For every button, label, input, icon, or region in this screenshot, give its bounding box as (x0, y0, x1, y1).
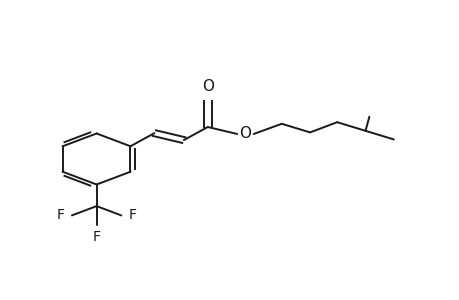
Text: F: F (56, 208, 64, 222)
Text: F: F (92, 230, 101, 244)
Text: O: O (239, 126, 251, 141)
Text: F: F (129, 208, 136, 222)
Text: O: O (202, 79, 213, 94)
